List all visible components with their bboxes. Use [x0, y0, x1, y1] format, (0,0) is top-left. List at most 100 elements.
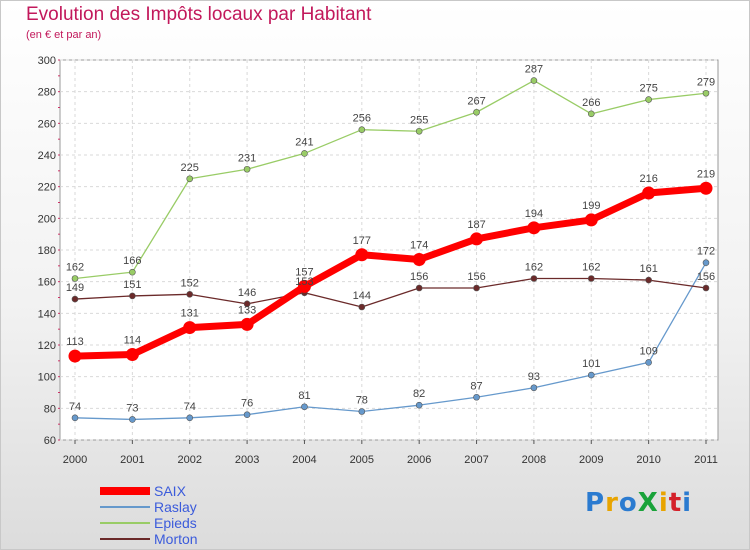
data-point-epieds — [129, 268, 136, 276]
data-label-morton: 146 — [238, 287, 256, 299]
data-label-morton: 156 — [467, 271, 485, 283]
data-label-saix: 187 — [467, 219, 485, 231]
x-tick-label: 2008 — [522, 454, 546, 466]
legend-label-saix: SAIX — [154, 483, 186, 499]
proxiti-logo: ProXiti — [585, 488, 693, 518]
data-point-morton — [473, 284, 480, 292]
legend-item-epieds: Epieds — [100, 515, 300, 531]
legend-label-epieds: Epieds — [154, 515, 197, 531]
data-label-raslay: 74 — [69, 401, 81, 413]
data-label-raslay: 172 — [697, 246, 715, 258]
data-label-raslay: 87 — [470, 380, 482, 392]
x-tick-label: 2005 — [350, 454, 374, 466]
data-point-raslay — [645, 359, 652, 366]
data-label-epieds: 275 — [639, 83, 657, 95]
data-point-morton — [243, 300, 251, 308]
data-point-raslay — [702, 259, 710, 266]
data-label-morton: 162 — [525, 262, 543, 274]
data-point-raslay — [301, 403, 308, 411]
data-label-epieds: 162 — [66, 262, 84, 274]
data-point-saix — [470, 232, 484, 246]
legend-item-saix: SAIX — [100, 483, 300, 499]
legend: SAIX Raslay Epieds Morton — [100, 483, 300, 547]
data-point-morton — [587, 275, 595, 282]
data-point-saix — [584, 213, 598, 227]
data-point-raslay — [243, 411, 251, 418]
data-label-morton: 162 — [582, 262, 600, 274]
data-label-morton: 156 — [697, 271, 715, 283]
data-label-epieds: 166 — [123, 255, 141, 267]
data-label-morton: 153 — [295, 276, 313, 288]
data-point-raslay — [186, 414, 194, 422]
data-point-epieds — [301, 150, 308, 157]
data-point-saix — [125, 348, 139, 361]
data-point-saix — [699, 181, 713, 195]
x-tick-label: 2001 — [120, 454, 144, 466]
data-label-saix: 131 — [181, 308, 199, 320]
y-tick-label: 280 — [38, 87, 56, 99]
axis-layer: 60 80 100 120 140 160 180 200 220 240 260 280 300 200… — [38, 55, 718, 466]
data-label-morton: 152 — [181, 277, 199, 289]
data-point-raslay — [587, 371, 595, 379]
data-label-raslay: 76 — [241, 398, 253, 410]
data-label-epieds: 241 — [295, 136, 313, 148]
data-point-raslay — [129, 416, 136, 423]
data-label-saix: 133 — [238, 304, 256, 316]
data-point-saix — [412, 253, 426, 266]
data-label-raslay: 93 — [528, 371, 540, 383]
x-tick-label: 2003 — [235, 454, 259, 466]
series-line-raslay — [74, 262, 707, 421]
y-tick-label: 160 — [38, 277, 56, 289]
y-tick-label: 120 — [38, 340, 56, 352]
data-label-raslay: 109 — [639, 345, 657, 357]
data-label-saix: 219 — [697, 168, 715, 180]
data-label-saix: 114 — [124, 335, 142, 347]
legend-swatch-morton — [100, 538, 150, 540]
legend-swatch-raslay — [100, 506, 150, 508]
data-label-epieds: 267 — [467, 95, 485, 107]
data-label-raslay: 73 — [126, 402, 138, 414]
data-point-epieds — [186, 175, 194, 183]
data-point-epieds — [415, 127, 423, 135]
data-point-saix — [68, 349, 82, 363]
y-tick-label: 140 — [38, 308, 56, 320]
data-label-layer: 74 73 74 76 81 78 82 87 93 101 109 172 162 166 225 231 2… — [66, 64, 715, 415]
x-tick-label: 2006 — [407, 454, 431, 466]
y-tick-label: 200 — [38, 213, 56, 225]
data-label-morton: 144 — [353, 290, 371, 302]
x-tick-label: 2009 — [579, 454, 603, 466]
legend-swatch-saix — [100, 487, 150, 495]
data-label-epieds: 287 — [525, 64, 543, 76]
data-label-epieds: 279 — [697, 76, 715, 88]
x-tick-label: 2004 — [292, 454, 316, 466]
data-label-saix: 194 — [525, 208, 543, 220]
data-point-morton — [186, 291, 194, 298]
data-label-epieds: 255 — [410, 114, 428, 126]
grid-layer — [59, 59, 719, 441]
data-label-raslay: 78 — [356, 395, 368, 407]
data-point-morton — [358, 303, 366, 311]
legend-item-morton: Morton — [100, 531, 300, 547]
data-label-raslay: 82 — [413, 388, 425, 400]
data-label-epieds: 231 — [238, 152, 256, 164]
legend-item-raslay: Raslay — [100, 499, 300, 515]
data-label-epieds: 225 — [181, 162, 199, 174]
y-tick-label: 220 — [38, 182, 56, 194]
data-point-epieds — [71, 275, 79, 282]
data-label-morton: 161 — [639, 263, 657, 275]
data-point-morton — [71, 295, 79, 303]
y-tick-label: 80 — [44, 403, 56, 415]
data-point-morton — [530, 275, 538, 282]
data-label-epieds: 256 — [353, 113, 371, 125]
x-tick-label: 2010 — [636, 454, 660, 466]
data-point-raslay — [530, 384, 538, 392]
data-label-saix: 177 — [353, 235, 371, 247]
data-point-saix — [297, 279, 311, 293]
data-point-epieds — [473, 108, 480, 116]
data-point-saix — [355, 248, 369, 262]
data-point-saix — [183, 321, 197, 335]
y-tick-label: 240 — [38, 150, 56, 162]
data-point-epieds — [358, 126, 366, 133]
data-point-raslay — [473, 393, 480, 401]
series-line-epieds — [74, 79, 707, 280]
